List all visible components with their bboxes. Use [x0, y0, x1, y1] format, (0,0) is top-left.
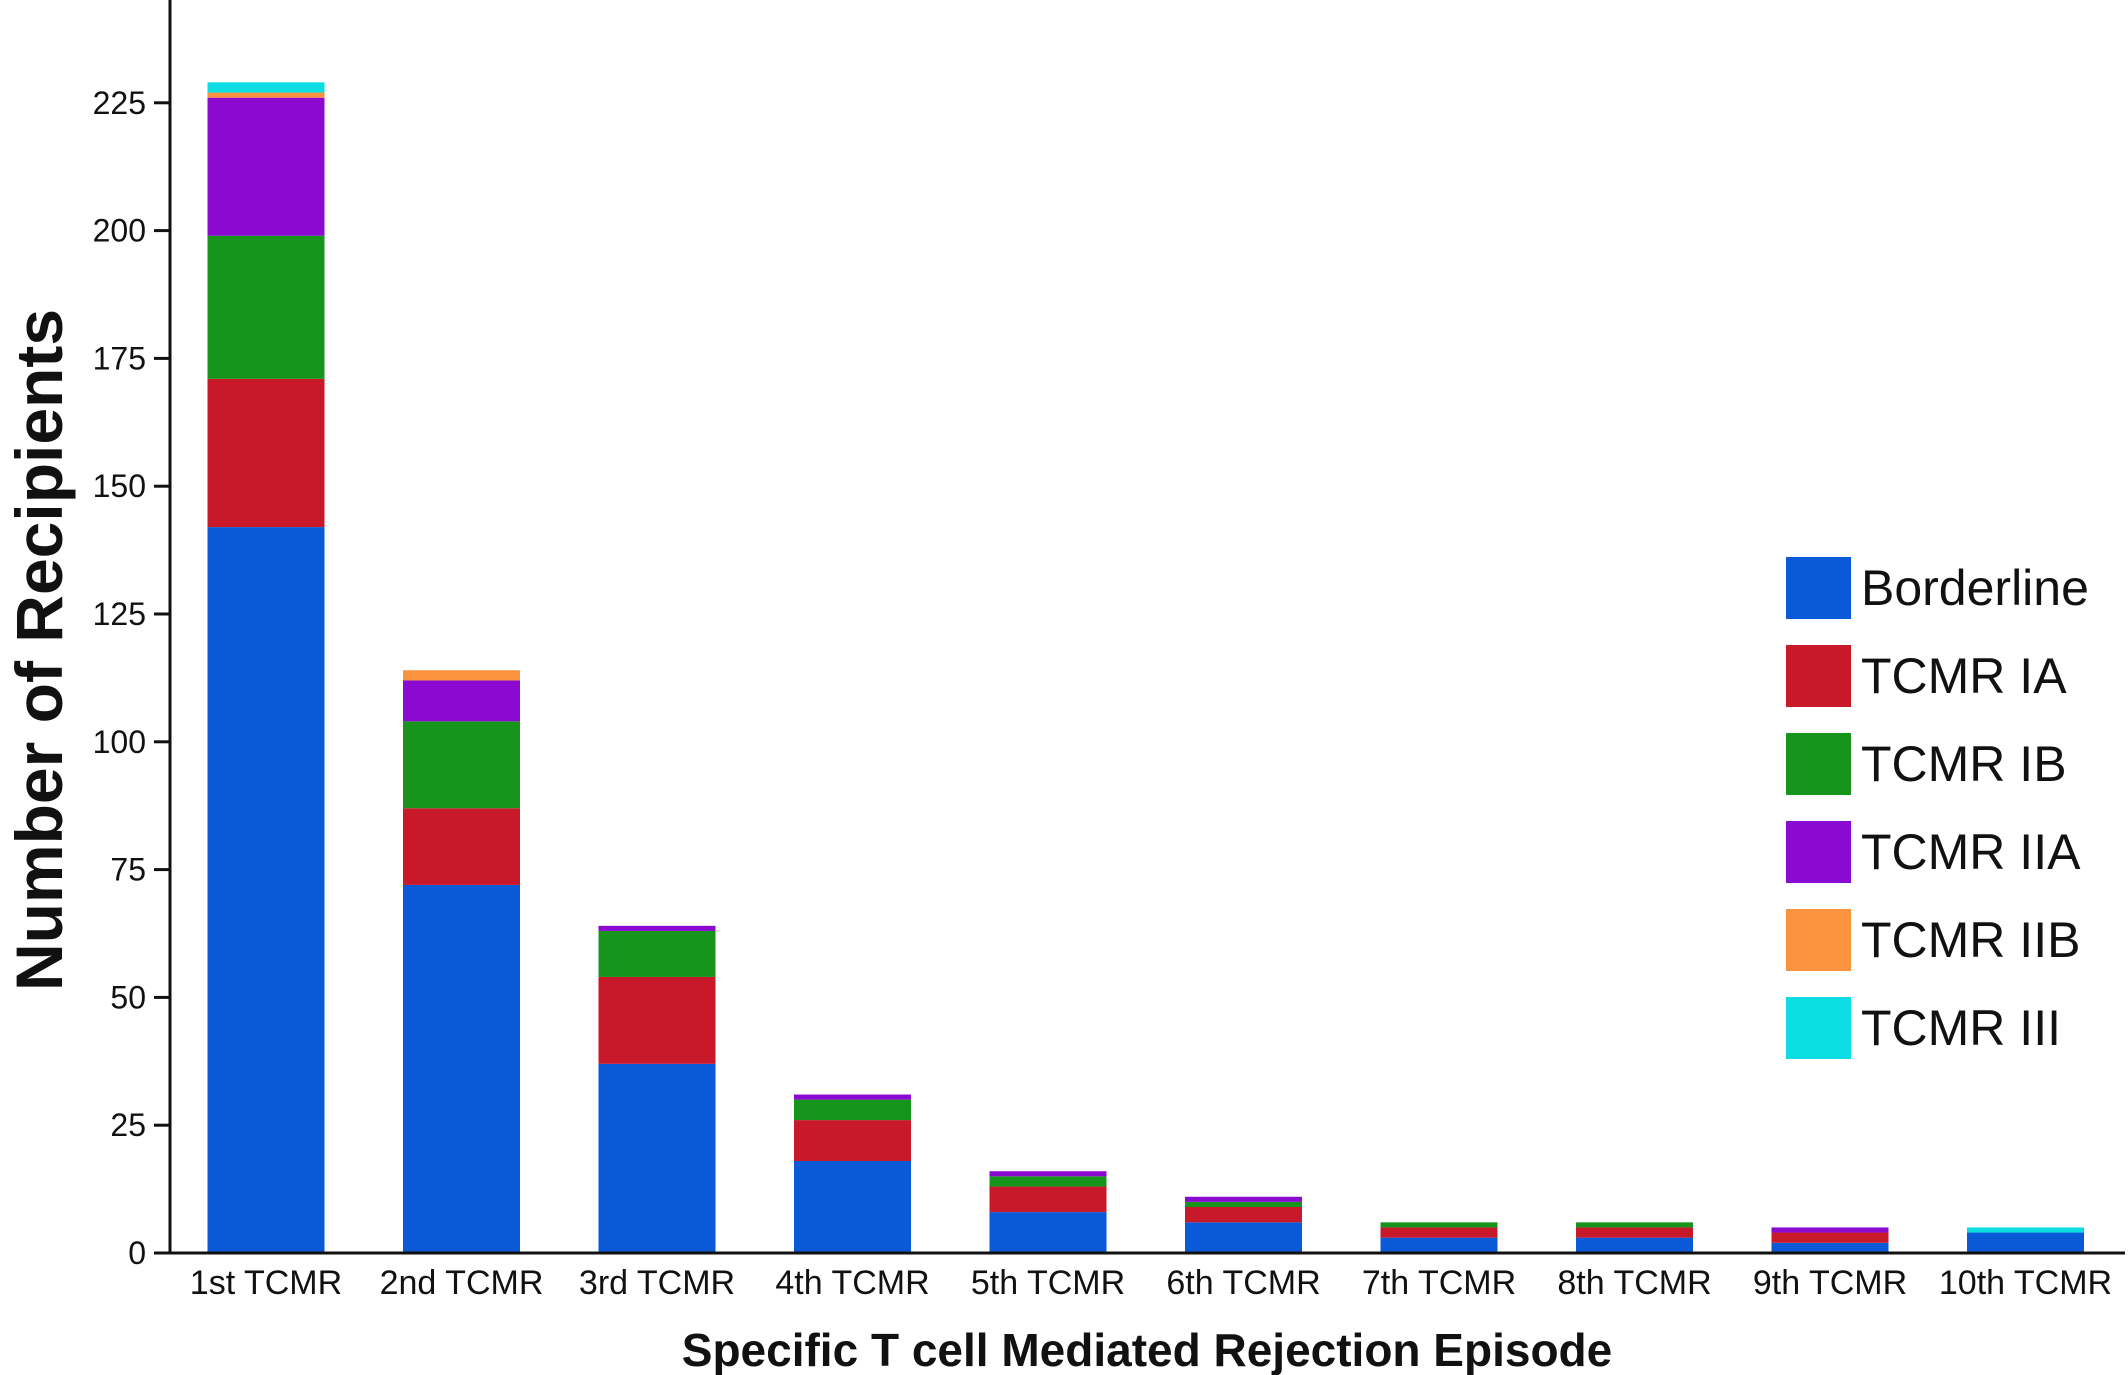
bar-segment-4-series-3	[794, 1099, 911, 1121]
bar-segment-1-series-1	[207, 527, 325, 1253]
bar-segment-5-series-4	[989, 1171, 1107, 1177]
y-tick-label: 25	[110, 1107, 146, 1143]
y-tick-label: 200	[93, 213, 146, 249]
legend-label: Borderline	[1861, 560, 2089, 616]
legend-label: TCMR IIB	[1861, 912, 2080, 968]
x-axis-title: Specific T cell Mediated Rejection Episo…	[682, 1324, 1612, 1375]
y-tick-label: 100	[93, 724, 146, 760]
bar-segment-1-series-3	[207, 235, 325, 379]
y-tick-label: 175	[93, 340, 146, 376]
legend-swatch	[1786, 909, 1851, 971]
legend-swatch	[1786, 557, 1851, 619]
x-tick-label: 4th TCMR	[775, 1264, 929, 1302]
bar-segment-7-series-1	[1380, 1237, 1498, 1253]
bar-segment-3-series-3	[598, 930, 716, 977]
bar-segment-2-series-4	[403, 680, 520, 722]
bars-group	[207, 82, 2084, 1253]
legend: Borderline TCMR IA TCMR IB TCMR IIA TCMR IIB…	[1786, 557, 2089, 1059]
bar-segment-1-series-4	[207, 97, 325, 236]
x-tick-label: 2nd TCMR	[380, 1264, 544, 1302]
bar-segment-7-series-2	[1380, 1227, 1498, 1238]
legend-swatch	[1786, 733, 1851, 795]
bar-segment-2-series-5	[403, 670, 520, 681]
legend-swatch	[1786, 645, 1851, 707]
bar-segment-5-series-2	[989, 1186, 1107, 1213]
bar-segment-1-series-6	[207, 82, 325, 93]
legend-label: TCMR III	[1861, 1000, 2061, 1056]
bar-segment-2-series-2	[403, 808, 520, 885]
bar-segment-7-series-3	[1380, 1222, 1498, 1228]
x-tick-label: 10th TCMR	[1939, 1264, 2112, 1302]
bar-segment-6-series-3	[1185, 1201, 1302, 1207]
bar-segment-9-series-2	[1771, 1232, 1889, 1243]
y-axis-title: Number of Recipients	[2, 309, 76, 991]
x-tick-label: 8th TCMR	[1557, 1264, 1711, 1302]
y-tick-label: 0	[128, 1235, 146, 1271]
bar-segment-10-series-6	[1967, 1227, 2084, 1233]
bar-segment-9-series-1	[1771, 1242, 1889, 1253]
y-tick-label: 150	[93, 468, 146, 504]
bar-segment-8-series-2	[1576, 1227, 1693, 1238]
legend-label: TCMR IIA	[1861, 824, 2081, 880]
bar-segment-4-series-2	[794, 1120, 911, 1161]
bar-segment-8-series-1	[1576, 1237, 1693, 1253]
x-tick-label: 9th TCMR	[1753, 1264, 1907, 1302]
y-axis-ticks: 0 25 50 75 100 125 150 175 200 225	[93, 85, 170, 1271]
y-tick-label: 225	[93, 85, 146, 121]
x-tick-label: 7th TCMR	[1362, 1264, 1516, 1302]
y-tick-label: 75	[110, 852, 146, 888]
bar-segment-5-series-3	[989, 1176, 1107, 1187]
bar-segment-10-series-1	[1967, 1232, 2084, 1253]
bar-segment-6-series-4	[1185, 1196, 1302, 1202]
bar-segment-1-series-2	[207, 378, 325, 528]
bar-segment-4-series-4	[794, 1094, 911, 1100]
x-axis-ticks: 1st TCMR 2nd TCMR 3rd TCMR 4th TCMR 5th TCMR…	[190, 1264, 2112, 1302]
bar-segment-6-series-2	[1185, 1206, 1302, 1223]
bar-segment-9-series-4	[1771, 1227, 1889, 1233]
legend-label: TCMR IB	[1861, 736, 2067, 792]
bar-segment-2-series-1	[403, 884, 520, 1253]
bar-segment-3-series-1	[598, 1063, 716, 1253]
bar-segment-2-series-3	[403, 721, 520, 809]
legend-label: TCMR IA	[1861, 648, 2067, 704]
bar-segment-3-series-2	[598, 976, 716, 1064]
y-tick-label: 125	[93, 596, 146, 632]
y-tick-label: 50	[110, 979, 146, 1015]
legend-swatch	[1786, 821, 1851, 883]
x-tick-label: 3rd TCMR	[579, 1264, 735, 1302]
x-tick-label: 1st TCMR	[190, 1264, 342, 1302]
bar-segment-6-series-1	[1185, 1222, 1302, 1253]
bar-segment-3-series-4	[598, 925, 716, 931]
legend-swatch	[1786, 997, 1851, 1059]
x-tick-label: 6th TCMR	[1166, 1264, 1320, 1302]
bar-segment-1-series-5	[207, 92, 325, 98]
bar-segment-8-series-3	[1576, 1222, 1693, 1228]
bar-segment-5-series-1	[989, 1212, 1107, 1253]
x-tick-label: 5th TCMR	[971, 1264, 1125, 1302]
bar-segment-4-series-1	[794, 1160, 911, 1253]
